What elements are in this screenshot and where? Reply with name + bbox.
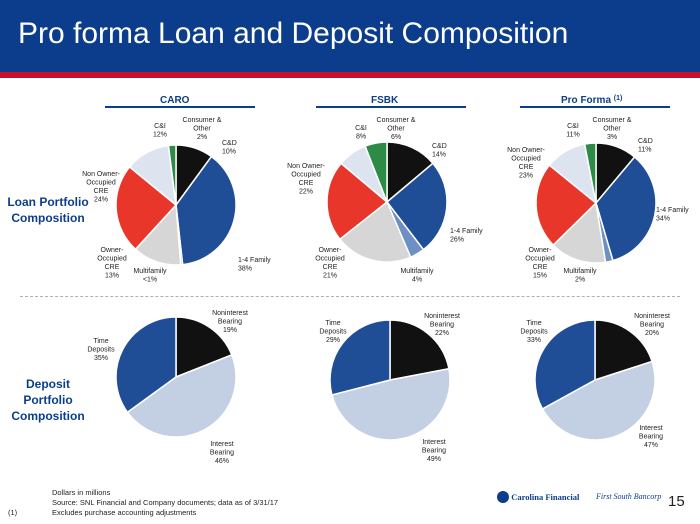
pie-1-slice-owner-occupied-cre (338, 200, 412, 263)
pie-2-label-non-owner-occupied-cre: Non Owner-Occupied CRE 23% (507, 147, 545, 180)
pie-1-label-one-to-four-family: 1-4 Family 26% (450, 228, 483, 244)
footnote-adjustments: Excludes purchase accounting adjustments (52, 508, 197, 517)
pie-1-label-multifamily: Multifamily 4% (400, 268, 434, 284)
footnote-source: Source: SNL Financial and Company docume… (52, 498, 279, 507)
pie-2-label-owner-occupied-cre: Owner-Occupied CRE 15% (525, 247, 555, 280)
first-south-logo: First South Bancorp (596, 492, 662, 501)
column-header-pro-forma: Pro Forma (1) (561, 95, 623, 106)
pie-0-label-owner-occupied-cre: Owner-Occupied CRE 13% (97, 247, 127, 280)
pie-3-label-interest-bearing: Interest Bearing 46% (210, 441, 234, 465)
pie-2-slice-consumer-other (583, 142, 597, 204)
column-rule-pro-forma (520, 106, 670, 108)
pie-3-label-time-deposits: Time Deposits 35% (87, 338, 115, 362)
page-number: 15 (668, 493, 685, 510)
pie-0-label-non-owner-occupied-cre: Non Owner-Occupied CRE 24% (82, 171, 120, 204)
pie-3-slice-noninterest-bearing (175, 316, 233, 379)
pie-0-label-ci: C&I 12% (153, 123, 167, 139)
pie-5-label-time-deposits: Time Deposits 33% (520, 320, 548, 344)
pie-5-label-interest-bearing: Interest Bearing 47% (639, 425, 663, 449)
row-label-loan: Loan Portfolio Composition (7, 195, 89, 225)
column-header-fsbk: FSBK (371, 95, 399, 106)
pie-0-label-one-to-four-family: 1-4 Family 38% (238, 257, 271, 273)
pie-2-label-multifamily: Multifamily 2% (563, 268, 597, 284)
pie-1-label-consumer-other: Consumer & Other 6% (377, 117, 416, 141)
pie-0-slice-one-to-four-family (175, 155, 237, 266)
pie-1-slice-cd (386, 141, 434, 204)
pie-3-slice-time-deposits (115, 316, 177, 414)
pie-0-label-consumer-other: Consumer & Other 2% (183, 117, 222, 141)
row-label-deposit: Deposit Portfolio Composition (11, 377, 85, 423)
footnote-number: (1) (8, 508, 18, 517)
pie-4-slice-noninterest-bearing (389, 319, 450, 381)
pie-3-label-noninterest-bearing: Noninterest Bearing 19% (212, 310, 248, 334)
pie-2-label-ci: C&I 11% (566, 123, 580, 139)
pie-5-slice-interest-bearing (541, 360, 656, 441)
pie-2-slice-non-owner-occupied-cre (535, 164, 598, 247)
pie-1-label-owner-occupied-cre: Owner-Occupied CRE 21% (315, 247, 345, 280)
pie-1-slice-non-owner-occupied-cre (326, 162, 389, 241)
column-header-caro: CARO (160, 95, 190, 106)
pie-2-slice-one-to-four-family (595, 155, 657, 262)
pie-4-label-noninterest-bearing: Noninterest Bearing 22% (424, 313, 460, 337)
column-rule-caro (105, 106, 255, 108)
pie-4-slice-time-deposits (329, 319, 391, 396)
carolina-financial-logo: Carolina Financial (497, 491, 579, 503)
pie-0-label-multifamily: Multifamily <1% (133, 268, 167, 284)
pie-3-slice-interest-bearing (126, 353, 237, 438)
pie-1-label-ci: C&I 8% (355, 125, 367, 141)
pie-5-slice-time-deposits (534, 319, 596, 410)
pie-4-slice-interest-bearing (330, 367, 451, 441)
page-title: Pro forma Loan and Deposit Composition (18, 17, 569, 50)
pie-0-slice-consumer-other (167, 144, 177, 206)
pie-0-slice-non-owner-occupied-cre (115, 165, 178, 251)
pie-5-slice-noninterest-bearing (594, 319, 654, 382)
title-bar (0, 0, 700, 72)
column-rule-fsbk (316, 106, 466, 108)
pie-2-label-one-to-four-family: 1-4 Family 34% (656, 207, 689, 223)
pie-2-slice-owner-occupied-cre (552, 201, 607, 264)
pie-5-label-noninterest-bearing: Noninterest Bearing 20% (634, 313, 670, 337)
carolina-logo-icon (497, 491, 509, 503)
pie-1-slice-one-to-four-family (385, 162, 448, 251)
pie-2-label-consumer-other: Consumer & Other 3% (593, 117, 632, 141)
pie-2-label-cd: C&D 11% (638, 138, 653, 154)
pie-4-label-time-deposits: Time Deposits 29% (319, 320, 347, 344)
footnote-units: Dollars in millions (52, 488, 111, 497)
title-bar-accent (0, 72, 700, 78)
pie-1-label-cd: C&D 14% (432, 143, 447, 159)
pie-1-label-non-owner-occupied-cre: Non Owner-Occupied CRE 22% (287, 163, 325, 196)
pie-0-label-cd: C&D 10% (222, 140, 237, 156)
pie-4-label-interest-bearing: Interest Bearing 49% (422, 439, 446, 463)
pie-1-slice-consumer-other (364, 141, 388, 203)
section-divider (20, 296, 680, 297)
